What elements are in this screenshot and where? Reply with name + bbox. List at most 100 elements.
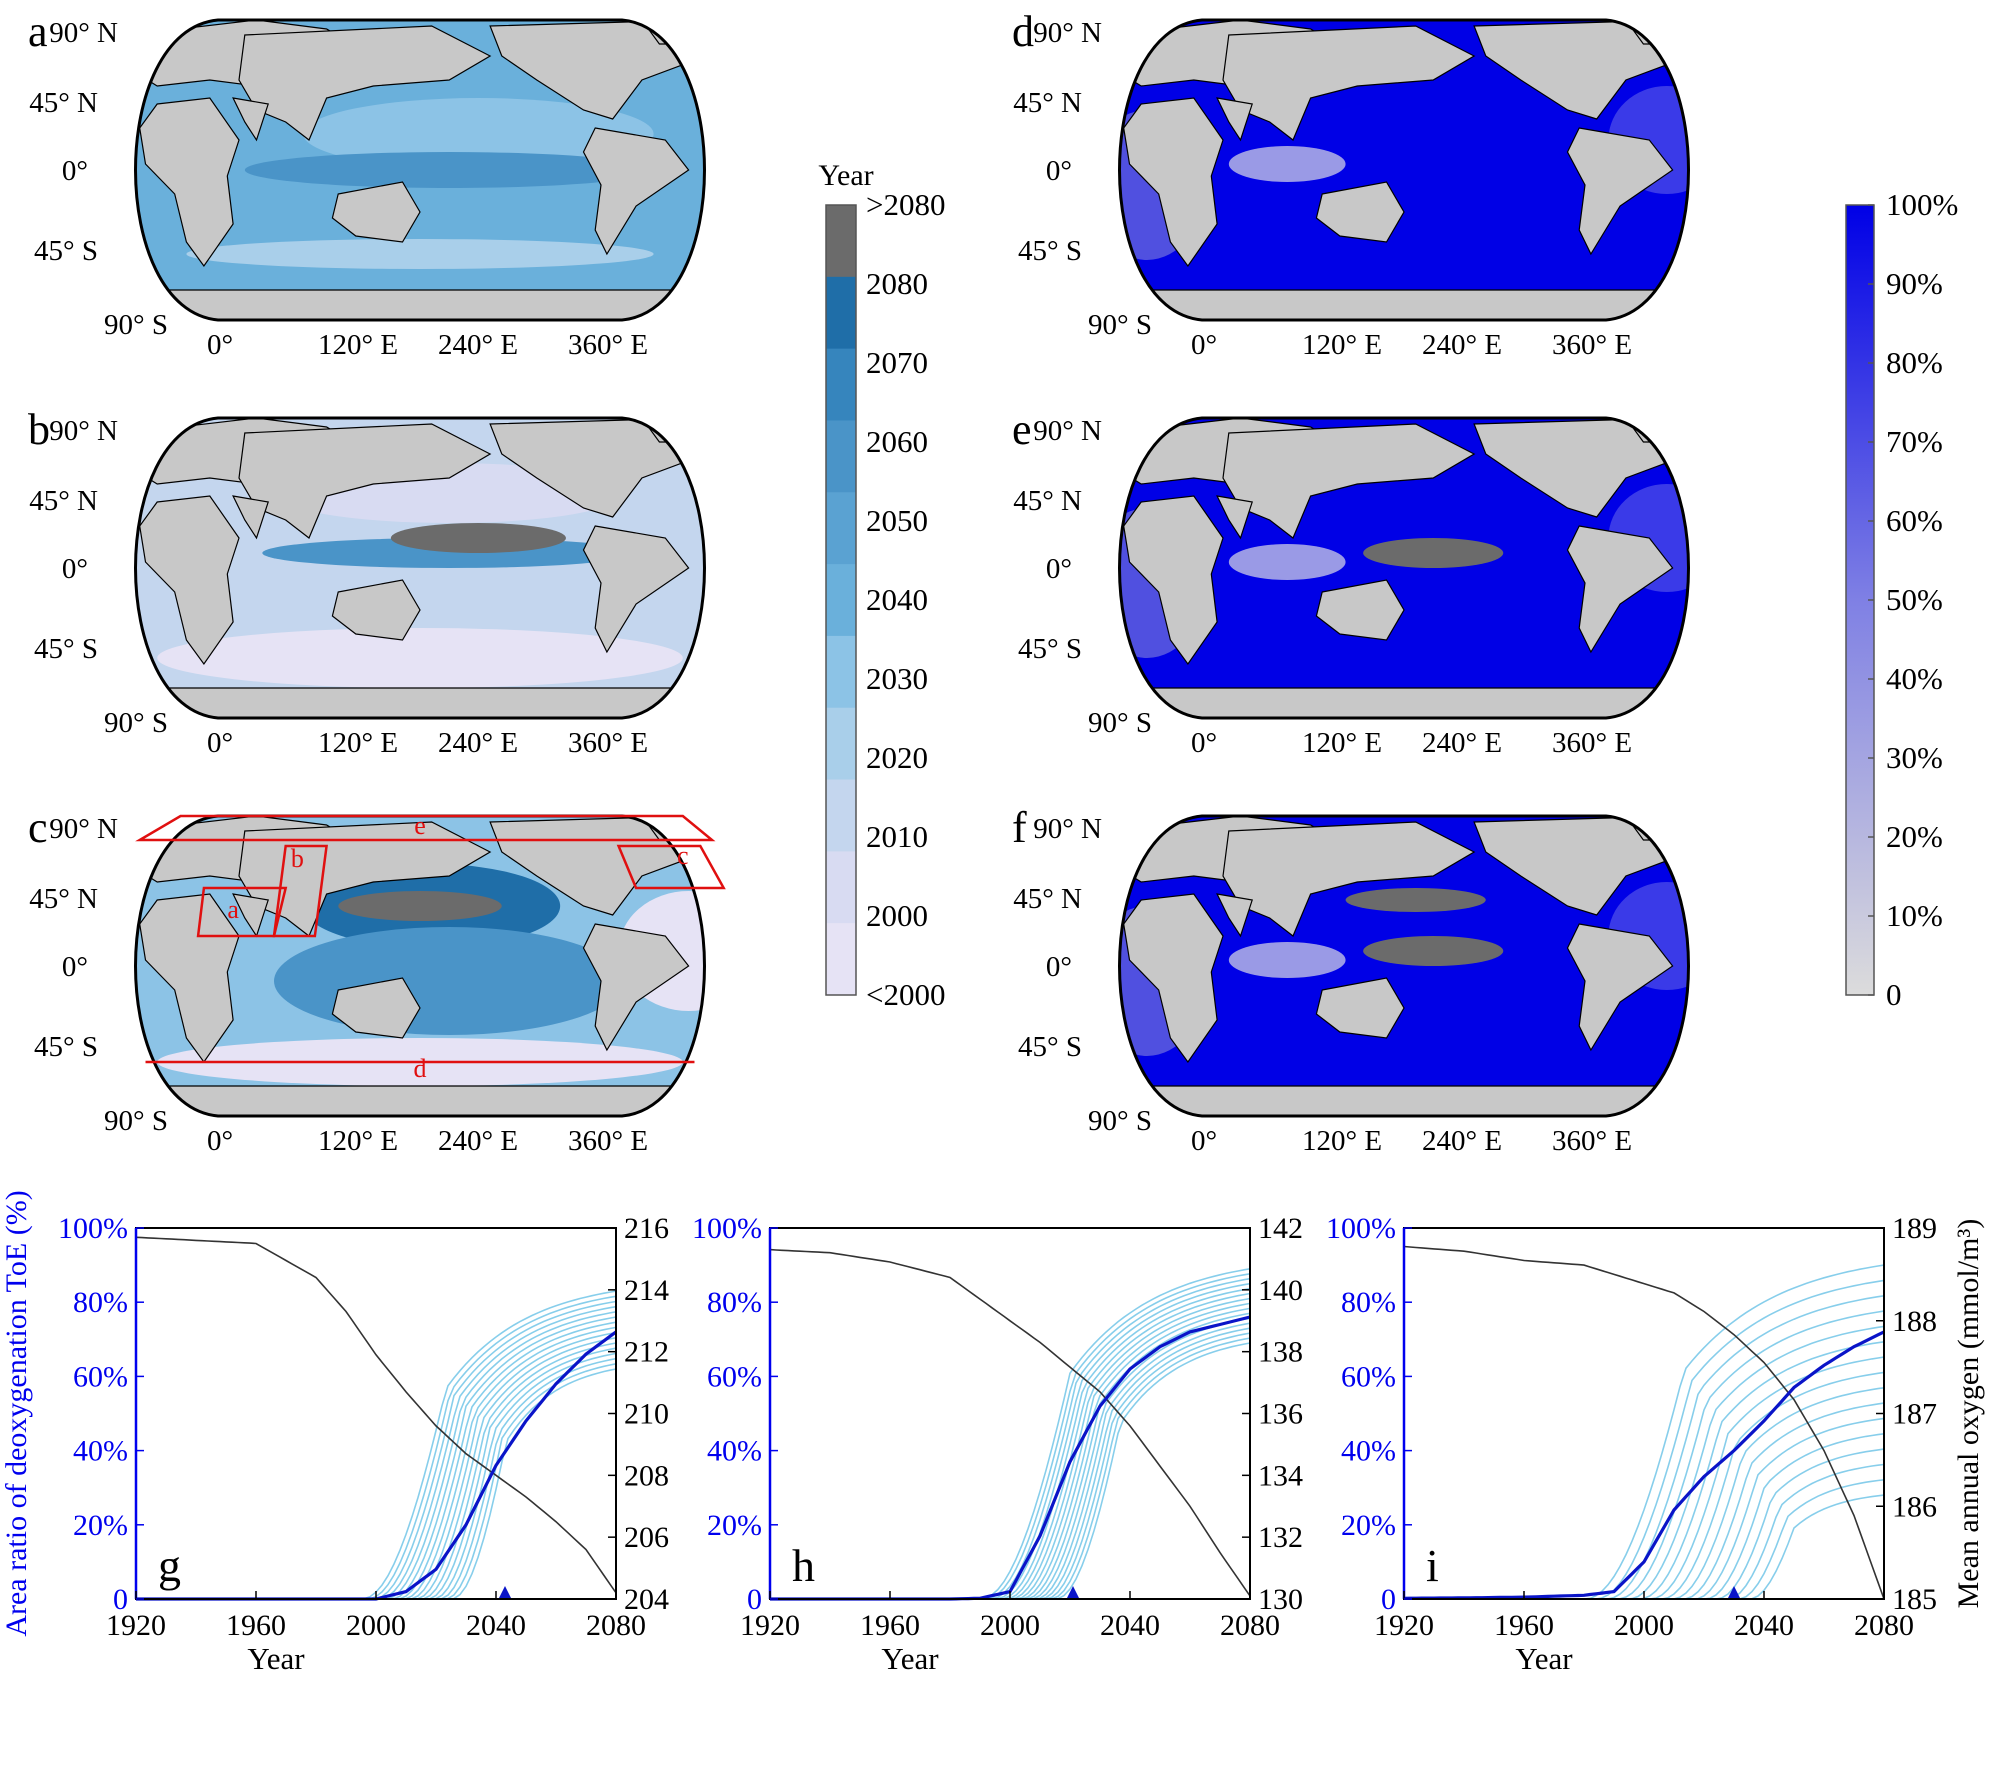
- left-tick-label: 60%: [707, 1360, 762, 1393]
- land-asia: [238, 423, 492, 539]
- colorbar-segment: [826, 851, 856, 924]
- panel-letter-c: c: [28, 803, 48, 852]
- right-tick-label: 187: [1892, 1398, 1937, 1431]
- ensemble-lines: [770, 1268, 1251, 1600]
- colorbar-segment: [826, 707, 856, 781]
- oxygen-line: [1403, 1245, 1885, 1600]
- ensemble-member-line: [770, 1297, 1251, 1600]
- toe-marker: [1067, 1586, 1079, 1598]
- lat-label: 45° S: [34, 633, 98, 665]
- land-asia: [1222, 25, 1476, 141]
- left-tick-label: 20%: [707, 1509, 762, 1542]
- toe-marker: [499, 1586, 511, 1598]
- ensemble-member-line: [136, 1352, 617, 1600]
- left-tick-label: 100%: [58, 1212, 128, 1245]
- chart-i: 1920 1960 2000 2040 2080 Year 0 20% 40% 60% 80% 100…: [1326, 1212, 1985, 1676]
- right-tick-label: 214: [624, 1274, 669, 1307]
- land-asia: [238, 25, 492, 141]
- lat-label: 0°: [1046, 951, 1072, 983]
- ocean-patch: [1363, 936, 1504, 966]
- lat-label: 90° N: [1033, 415, 1102, 447]
- panel-letter-f: f: [1012, 803, 1027, 852]
- land-australia: [1315, 977, 1405, 1039]
- left-tick-label: 0: [113, 1583, 128, 1616]
- panel-letter-d: d: [1012, 7, 1034, 56]
- colorbar-tick-label: 40%: [1886, 661, 1943, 696]
- colorbar-segment: [826, 923, 856, 996]
- ensemble-member-line: [1404, 1387, 1885, 1600]
- ensemble-member-line: [136, 1331, 617, 1600]
- x-tick-label: 1920: [1374, 1609, 1434, 1642]
- map-frame: [134, 814, 706, 1118]
- map-frame: [1118, 814, 1690, 1118]
- x-tick-label: 1920: [106, 1609, 166, 1642]
- ocean-patch: [1345, 888, 1486, 912]
- region-box-e: [135, 814, 716, 842]
- colorbar-tick-label: 2080: [866, 266, 928, 301]
- left-tick-label: 40%: [707, 1435, 762, 1468]
- lat-label: 90° N: [49, 813, 118, 845]
- map-ocean-field: [1119, 20, 1689, 320]
- lat-label: 45° N: [1013, 485, 1082, 517]
- ensemble-member-line: [770, 1302, 1251, 1600]
- land-antarctica: [1122, 1085, 1686, 1116]
- right-tick-label: 188: [1892, 1305, 1937, 1338]
- ensemble-member-line: [136, 1321, 617, 1600]
- ensemble-member-line: [1404, 1264, 1885, 1600]
- lat-label: 0°: [62, 553, 88, 585]
- x-tick-label: 1960: [860, 1609, 920, 1642]
- lon-label: 120° E: [318, 1125, 398, 1157]
- colorbar-tick-label: 2010: [866, 819, 928, 854]
- colorbar-tick-label: 2070: [866, 345, 928, 380]
- region-box-c: [616, 844, 726, 890]
- land-africa: [139, 495, 240, 666]
- ensemble-member-line: [770, 1277, 1251, 1600]
- x-axis-label: Year: [247, 1641, 305, 1676]
- land-africa: [139, 97, 240, 268]
- colorbar-tick-label: 70%: [1886, 424, 1943, 459]
- left-tick-label: 0: [1381, 1583, 1396, 1616]
- left-tick-label: 100%: [1326, 1212, 1396, 1245]
- right-tick-label: 132: [1258, 1521, 1303, 1554]
- ensemble-member-line: [770, 1332, 1251, 1600]
- region-label-e: e: [414, 811, 426, 840]
- x-tick-label: 2040: [1734, 1609, 1794, 1642]
- colorbar-tick-label: 2040: [866, 582, 928, 617]
- colorbar-segment: [826, 779, 856, 852]
- colorbar-title: Year: [818, 159, 873, 192]
- x-axis-label: Year: [881, 1641, 939, 1676]
- ensemble-member-line: [1404, 1371, 1885, 1600]
- ensemble-member-line: [1404, 1433, 1885, 1600]
- colorbar-tick-label: 60%: [1886, 503, 1943, 538]
- ensemble-member-line: [770, 1327, 1251, 1600]
- colorbar-segment: [826, 205, 856, 278]
- right-tick-label: 186: [1892, 1490, 1937, 1523]
- ensemble-member-line: [136, 1368, 617, 1600]
- right-tick-label: 142: [1258, 1212, 1303, 1245]
- line-charts: 1920 1960 2000 2040 2080Year020%40%60%80%100…: [0, 1190, 1985, 1676]
- land-india: [232, 495, 269, 540]
- land-india: [1216, 893, 1253, 938]
- lat-label: 90° S: [104, 707, 168, 739]
- land-australia: [331, 977, 421, 1039]
- colorbar-percent: 100% 90% 80% 70% 60% 50% 40% 30% 20% 10% 0: [1845, 187, 1958, 1012]
- right-tick-label: 189: [1892, 1212, 1937, 1245]
- colorbar-tick-label: 100%: [1886, 187, 1958, 222]
- ensemble-member-line: [136, 1290, 617, 1600]
- map-frame: [134, 18, 706, 322]
- map-panel-d: d 90° N 45° N 0° 45° S 90° S 0° 120° E 240° E 360…: [1012, 7, 1690, 361]
- lon-label: 120° E: [318, 329, 398, 361]
- x-tick-label: 2040: [1100, 1609, 1160, 1642]
- map-panels: a 90° N45° N0°45° S90° S0° 120° E 240° E 360…: [28, 7, 1690, 1157]
- ensemble-member-line: [770, 1282, 1251, 1600]
- region-boxes: a b c d e: [135, 811, 726, 1083]
- lat-label: 0°: [1046, 155, 1072, 187]
- lat-label: 90° S: [1088, 309, 1152, 341]
- colorbar-tick-label: <2000: [866, 977, 945, 1012]
- lon-label: 240° E: [438, 1125, 518, 1157]
- map-ocean-field: [135, 20, 705, 320]
- panel-letter-a: a: [28, 7, 48, 56]
- land-asia: [238, 821, 492, 937]
- land-asia: [1222, 821, 1476, 937]
- map-panel-b: b 90° N 45° N 0° 45° S 90° S 0° 120° E 240° E 360…: [28, 405, 706, 759]
